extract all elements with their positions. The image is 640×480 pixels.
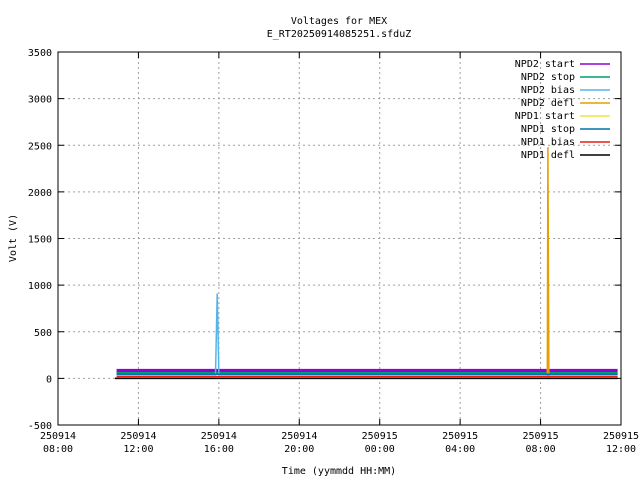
x-tick-date-label: 250915 bbox=[523, 431, 559, 442]
y-tick-label: 1500 bbox=[28, 235, 52, 246]
y-tick-label: 0 bbox=[46, 374, 52, 385]
x-tick-time-label: 12:00 bbox=[606, 444, 636, 455]
series-layer bbox=[115, 147, 618, 380]
series-line-npd2-defl bbox=[115, 147, 618, 380]
x-tick-date-label: 250915 bbox=[442, 431, 478, 442]
x-tick-date-label: 250914 bbox=[201, 431, 237, 442]
x-tick-time-label: 20:00 bbox=[284, 444, 314, 455]
x-tick-time-label: 04:00 bbox=[445, 444, 475, 455]
y-tick-label: 1000 bbox=[28, 281, 52, 292]
legend-label: NPD2 start bbox=[515, 59, 575, 70]
y-tick-label: 3000 bbox=[28, 95, 52, 106]
x-tick-date-label: 250914 bbox=[120, 431, 156, 442]
legend-label: NPD2 stop bbox=[521, 72, 575, 83]
legend-label: NPD1 stop bbox=[521, 124, 575, 135]
x-tick-time-label: 00:00 bbox=[365, 444, 395, 455]
x-tick-time-label: 16:00 bbox=[204, 444, 234, 455]
legend-label: NPD1 start bbox=[515, 111, 575, 122]
x-tick-date-label: 250915 bbox=[362, 431, 398, 442]
legend: NPD2 start NPD2 stop NPD2 bias NPD2 defl NPD… bbox=[515, 59, 610, 161]
x-tick-time-label: 08:00 bbox=[43, 444, 73, 455]
legend-label: NPD2 defl bbox=[521, 98, 575, 109]
series-line-npd2-bias bbox=[116, 293, 618, 376]
legend-label: NPD1 defl bbox=[521, 150, 575, 161]
y-tick-label: 3500 bbox=[28, 48, 52, 59]
grid-layer bbox=[58, 52, 621, 425]
x-tick-time-label: 08:00 bbox=[526, 444, 556, 455]
tick-layer: -500 0 500 1000 1500 2000 2500 3000 3500 250914 08… bbox=[28, 48, 639, 455]
y-tick-label: 2500 bbox=[28, 141, 52, 152]
x-tick-date-label: 250914 bbox=[281, 431, 317, 442]
chart-subtitle: E_RT20250914085251.sfduZ bbox=[267, 29, 412, 40]
legend-label: NPD2 bias bbox=[521, 85, 575, 96]
y-tick-label: -500 bbox=[28, 421, 52, 432]
y-tick-label: 500 bbox=[34, 328, 52, 339]
x-tick-date-label: 250915 bbox=[603, 431, 639, 442]
chart-title: Voltages for MEX bbox=[291, 16, 387, 27]
x-tick-time-label: 12:00 bbox=[123, 444, 153, 455]
y-axis-label: Volt (V) bbox=[8, 214, 19, 262]
y-tick-label: 2000 bbox=[28, 188, 52, 199]
legend-label: NPD1 bias bbox=[521, 137, 575, 148]
x-tick-date-label: 250914 bbox=[40, 431, 76, 442]
x-axis-label: Time (yymmdd HH:MM) bbox=[282, 466, 396, 477]
